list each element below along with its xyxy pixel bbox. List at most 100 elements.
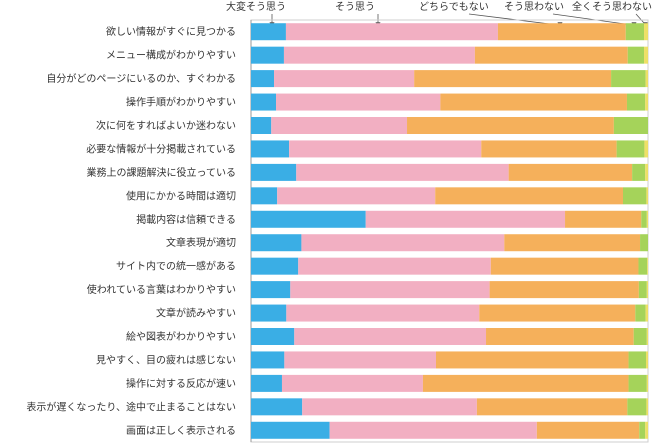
bar-segment-series-2	[277, 187, 436, 205]
bar-segment-series-3	[486, 328, 634, 345]
bar-segment-series-3	[489, 281, 639, 299]
bar-segment-series-4	[622, 187, 647, 205]
bars	[251, 23, 648, 439]
bar-segment-series-4	[640, 234, 648, 252]
bar-segment-series-3	[508, 163, 633, 181]
legend-label: そう思う	[335, 1, 375, 13]
bar-segment-series-2	[289, 140, 482, 158]
bar-segment-series-5	[647, 257, 648, 275]
category-label: 掲載内容は信頼できる	[136, 213, 236, 226]
bar-segment-series-2	[284, 351, 436, 369]
bar-segment-series-1	[251, 281, 291, 299]
category-label: 使用にかかる時間は適切	[126, 189, 236, 202]
bar-segment-series-3	[536, 421, 640, 439]
bar-segment-series-5	[646, 187, 648, 205]
bar-segment-series-5	[646, 398, 648, 416]
bar-row	[251, 281, 648, 299]
bar-segment-series-4	[625, 23, 645, 41]
legend-label: どちらでもない	[419, 1, 489, 13]
bar-row	[251, 70, 648, 88]
bar-segment-series-4	[635, 304, 646, 322]
bar-segment-series-3	[479, 304, 636, 322]
bar-segment-series-1	[251, 140, 290, 158]
bar-segment-series-3	[436, 351, 629, 369]
category-label: 絵や図表がわかりやすい	[126, 330, 236, 343]
bar-segment-series-5	[646, 210, 648, 228]
bar-segment-series-5	[644, 46, 648, 64]
bar-row	[251, 304, 648, 322]
legend-label: そう思わない	[504, 1, 564, 13]
bar-segment-series-4	[626, 93, 646, 111]
bar-row	[251, 234, 648, 252]
bar-segment-series-5	[646, 374, 648, 392]
legend-label: 全くそう思わない	[572, 0, 652, 13]
bar-segment-series-2	[283, 46, 475, 64]
category-label: 文章表現が適切	[166, 236, 236, 249]
bar-segment-series-1	[251, 46, 284, 64]
category-labels: 欲しい情報がすぐに見つかるメニュー構成がわかりやすい自分がどのページにいるのか、…	[26, 25, 236, 437]
bar-segment-series-4	[611, 70, 646, 88]
bar-segment-series-3	[565, 210, 642, 228]
bar-row	[251, 421, 648, 439]
bar-segment-series-2	[281, 374, 423, 392]
legend-label: 大変そう思う	[226, 0, 286, 13]
bar-segment-series-2	[296, 163, 509, 181]
legend-item-series-5: 全くそう思わない	[572, 0, 652, 28]
category-label: 業務上の課題解決に役立っている	[87, 166, 237, 179]
bar-row	[251, 23, 648, 41]
bar-segment-series-2	[365, 210, 566, 228]
category-label: 表示が遅くなったり、途中で止まることはない	[26, 400, 236, 413]
bar-segment-series-2	[274, 70, 415, 88]
bar-segment-series-1	[251, 328, 295, 345]
bar-segment-series-4	[616, 140, 645, 158]
bar-segment-series-3	[504, 234, 641, 252]
bar-row	[251, 93, 648, 111]
bar-segment-series-2	[294, 328, 487, 345]
bar-segment-series-4	[627, 398, 647, 416]
bar-row	[251, 257, 648, 275]
legend-item-series-1: 大変そう思う	[226, 0, 286, 28]
category-label: メニュー構成がわかりやすい	[106, 49, 236, 62]
bar-segment-series-4	[633, 328, 647, 345]
bar-segment-series-1	[251, 210, 366, 228]
bar-segment-series-2	[329, 421, 537, 439]
legend: 大変そう思う そう思う どちらでもない そう思わない 全くそう思わない	[226, 0, 652, 28]
bar-segment-series-4	[613, 117, 648, 134]
bar-row	[251, 374, 648, 392]
bar-segment-series-5	[645, 93, 648, 111]
category-label: 文章が読みやすい	[156, 307, 236, 320]
bar-segment-series-3	[414, 70, 612, 88]
bar-row	[251, 210, 648, 228]
bar-segment-series-2	[290, 281, 490, 299]
bar-row	[251, 328, 648, 345]
bar-row	[251, 187, 648, 205]
bar-segment-series-4	[638, 281, 647, 299]
bar-segment-series-1	[251, 70, 275, 88]
bar-segment-series-3	[435, 187, 623, 205]
bar-segment-series-3	[476, 398, 628, 416]
bar-segment-series-4	[632, 163, 646, 181]
bar-segment-series-3	[481, 140, 617, 158]
bar-segment-series-3	[497, 23, 626, 41]
bar-segment-series-1	[251, 421, 330, 439]
bar-row	[251, 140, 648, 158]
bar-segment-series-4	[639, 421, 646, 439]
bar-row	[251, 163, 648, 181]
bar-row	[251, 398, 648, 416]
bar-segment-series-1	[251, 398, 303, 416]
bar-segment-series-2	[302, 398, 477, 416]
bar-segment-series-3	[440, 93, 627, 111]
bar-segment-series-5	[645, 70, 648, 88]
bar-segment-series-1	[251, 23, 286, 41]
bar-segment-series-4	[628, 374, 647, 392]
category-label: 操作に対する反応が速い	[126, 377, 236, 390]
bar-segment-series-1	[251, 234, 302, 252]
category-label: サイト内での統一感がある	[116, 260, 236, 273]
bar-segment-series-2	[285, 23, 498, 41]
plot-frame	[250, 19, 649, 443]
bar-segment-series-1	[251, 117, 272, 134]
category-label: 操作手順がわかりやすい	[126, 96, 236, 109]
bar-segment-series-5	[646, 328, 648, 345]
bar-segment-series-2	[286, 304, 480, 322]
category-label: 自分がどのページにいるのか、すぐわかる	[46, 72, 236, 85]
